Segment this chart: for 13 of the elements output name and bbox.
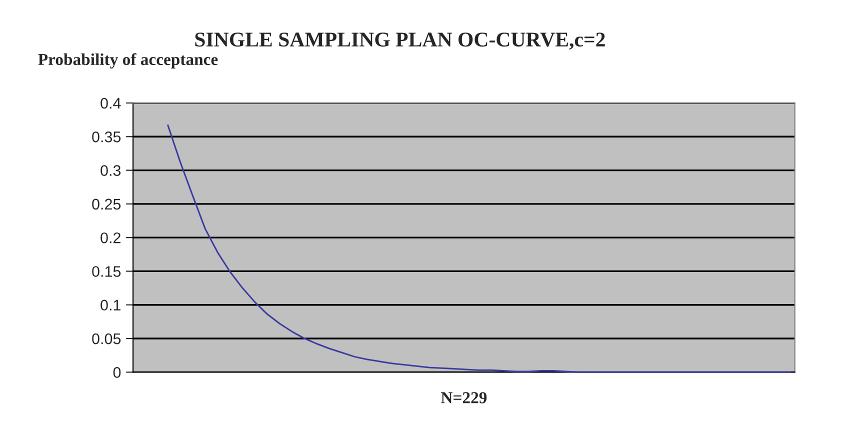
y-tick-label: 0.15 — [92, 266, 121, 277]
y-tick-label: 0.3 — [100, 165, 121, 176]
line-series — [167, 124, 791, 373]
chart-title: SINGLE SAMPLING PLAN OC-CURVE,c=2 — [195, 32, 605, 50]
y-axis-title: Probability of acceptance — [38, 53, 218, 69]
y-tick-label: 0 — [113, 367, 121, 378]
y-tick-label: 0.2 — [100, 232, 120, 244]
y-tick-label: 0.1 — [100, 300, 120, 311]
x-axis-title: N=229 — [440, 392, 487, 404]
y-tick-label: 0.25 — [92, 198, 121, 210]
y-tick-label: 0.4 — [100, 98, 121, 109]
y-tick-label: 0.05 — [92, 333, 121, 344]
y-tick-label: 0.35 — [92, 132, 121, 142]
